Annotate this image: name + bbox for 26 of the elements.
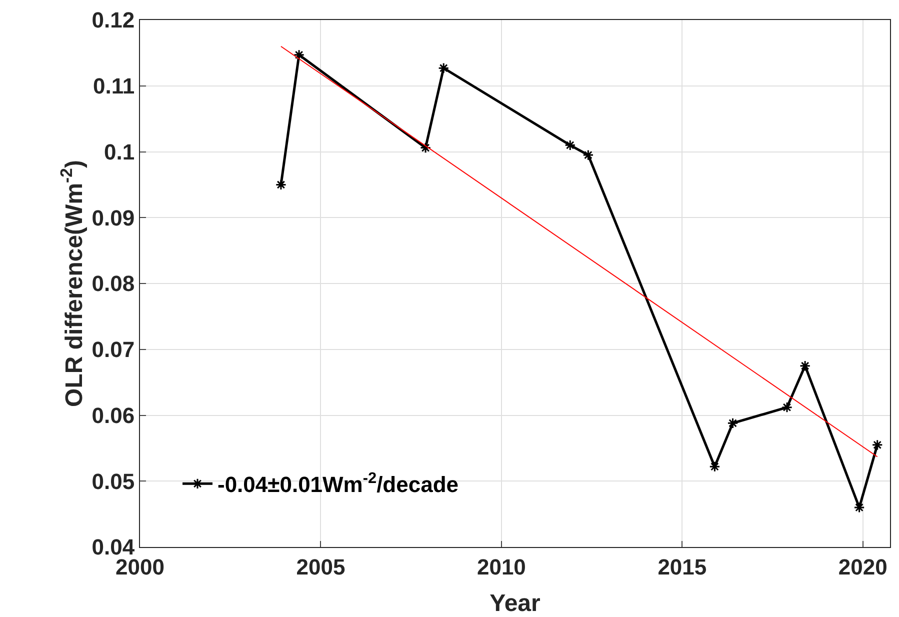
legend-label: -0.04±0.01Wm$^{-2}$/decade [218, 470, 458, 498]
point [564, 140, 576, 151]
x-tick-label: 2015 [658, 554, 707, 580]
point [872, 439, 883, 450]
y-tick-label: 0.06 [92, 402, 135, 428]
x-axis-title: Year [490, 590, 540, 617]
y-tick-label: 0.05 [92, 468, 135, 494]
point [800, 360, 811, 372]
point [727, 418, 738, 429]
point [420, 142, 432, 154]
point [854, 502, 865, 514]
point [438, 62, 450, 74]
y-tick-label: 0.1 [104, 139, 135, 164]
x-tick-label: 2005 [296, 554, 346, 580]
point [293, 49, 305, 60]
point [781, 402, 793, 413]
y-tick-label: 0.12 [92, 8, 135, 33]
point [582, 149, 594, 161]
x-tick-label: 2010 [476, 554, 526, 580]
point [709, 461, 720, 472]
y-tick-label: 0.11 [92, 74, 135, 99]
point [275, 179, 287, 190]
y-tick-label: 0.09 [92, 205, 135, 230]
y-tick-label: 0.07 [92, 337, 135, 362]
x-tick-label: 2020 [838, 554, 888, 580]
y-tick-label: 0.08 [92, 271, 135, 296]
